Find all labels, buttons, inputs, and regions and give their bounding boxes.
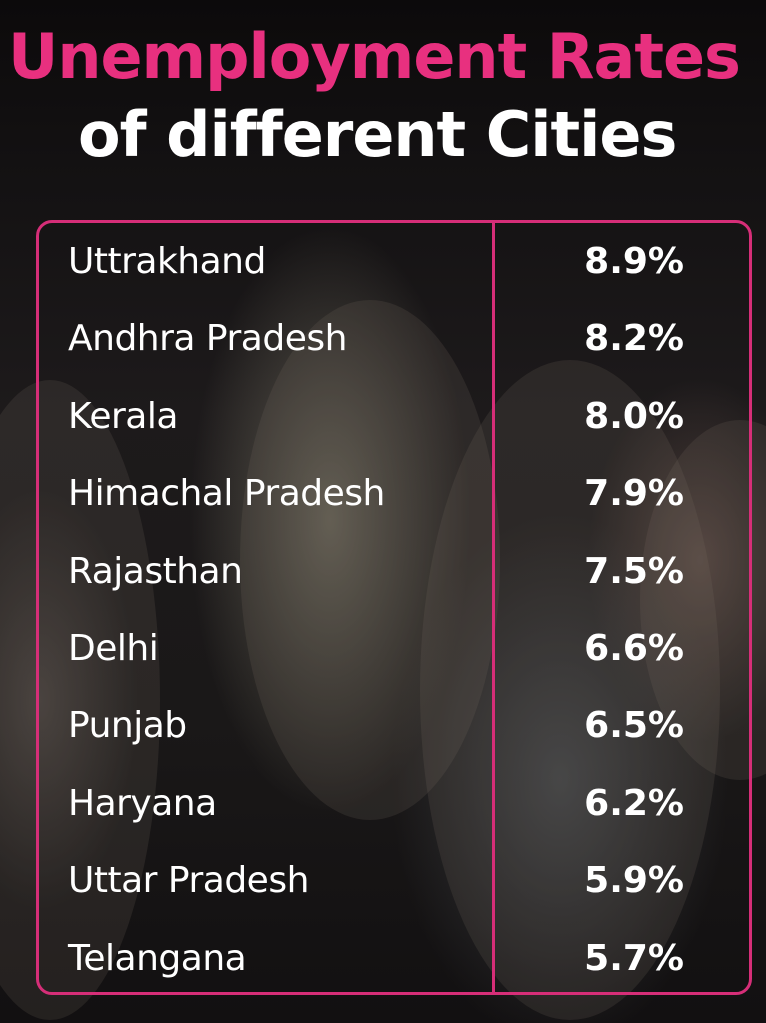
row-label: Rajasthan bbox=[68, 551, 243, 592]
title-line-2: of different Cities bbox=[78, 98, 677, 171]
column-divider bbox=[492, 220, 495, 995]
row-label: Andhra Pradesh bbox=[68, 318, 347, 359]
row-value: 6.6% bbox=[584, 628, 684, 669]
title-line-1: Unemployment Rates bbox=[8, 20, 741, 93]
row-label: Punjab bbox=[68, 705, 187, 746]
background-photo-figure bbox=[420, 360, 720, 1020]
row-value: 7.5% bbox=[584, 551, 684, 592]
background-photo-figure bbox=[240, 300, 500, 820]
row-value: 6.2% bbox=[584, 783, 684, 824]
row-label: Uttar Pradesh bbox=[68, 860, 309, 901]
row-label: Himachal Pradesh bbox=[68, 473, 385, 514]
row-label: Delhi bbox=[68, 628, 159, 669]
row-value: 7.9% bbox=[584, 473, 684, 514]
row-value: 8.0% bbox=[584, 396, 684, 437]
row-label: Haryana bbox=[68, 783, 217, 824]
row-value: 5.9% bbox=[584, 860, 684, 901]
row-value: 8.9% bbox=[584, 241, 684, 282]
row-label: Uttrakhand bbox=[68, 241, 266, 282]
row-value: 5.7% bbox=[584, 938, 684, 979]
row-label: Telangana bbox=[68, 938, 247, 979]
row-value: 8.2% bbox=[584, 318, 684, 359]
table-frame bbox=[36, 220, 752, 995]
row-label: Kerala bbox=[68, 396, 178, 437]
row-value: 6.5% bbox=[584, 705, 684, 746]
